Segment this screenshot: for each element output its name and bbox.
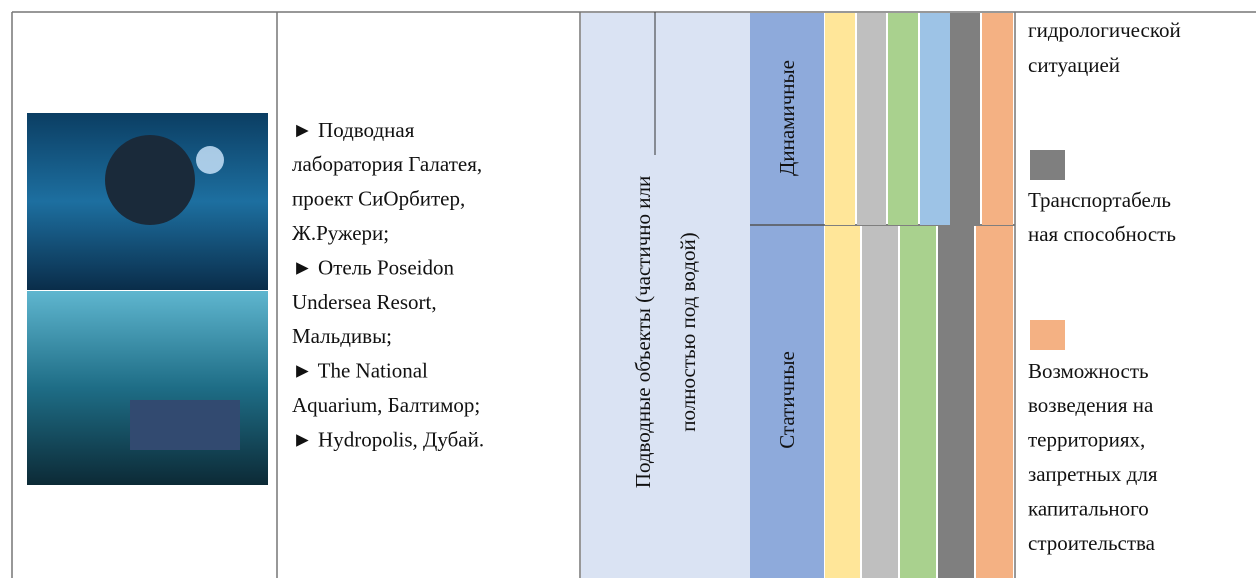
- texts: ► Подводная лаборатория Галатея, проект Си…: [292, 18, 1181, 555]
- photo-detail: [130, 400, 240, 450]
- legend-line: ная способность: [1028, 222, 1176, 246]
- strip: [982, 13, 1013, 225]
- category-line: полностью под водой): [676, 232, 700, 431]
- legend-swatch: [1030, 320, 1065, 350]
- legend-swatch: [1030, 150, 1065, 180]
- strip: [920, 13, 950, 225]
- strip: [857, 13, 886, 225]
- strip: [950, 13, 980, 225]
- category-cell: [581, 13, 750, 578]
- legend-line: гидрологической: [1028, 18, 1181, 42]
- object-line: Ж.Ружери;: [292, 221, 389, 245]
- photo-detail: [105, 135, 195, 225]
- subcategory: Динамичные: [775, 60, 799, 176]
- legend-line: капитального: [1028, 496, 1149, 520]
- strip: [862, 226, 898, 578]
- legend-line: Возможность: [1028, 359, 1149, 383]
- legend-line: Транспортабель: [1028, 188, 1171, 212]
- legend-line: запретных для: [1028, 462, 1158, 486]
- object-line: ► Hydropolis, Дубай.: [292, 427, 484, 451]
- photo-detail: [196, 146, 224, 174]
- legend-line: строительства: [1028, 531, 1156, 555]
- strip: [900, 226, 936, 578]
- strip: [976, 226, 1013, 578]
- object-line: Aquarium, Балтимор;: [292, 393, 480, 417]
- legend-line: возведения на: [1028, 393, 1154, 417]
- object-line: ► Подводная: [292, 118, 415, 142]
- strip: [825, 226, 860, 578]
- subcategory: Статичные: [775, 351, 799, 449]
- object-line: лаборатория Галатея,: [292, 152, 482, 176]
- legend-line: ситуацией: [1028, 53, 1120, 77]
- strip: [888, 13, 918, 225]
- strip: [938, 226, 974, 578]
- category-line: Подводные объекты (частично или: [631, 176, 655, 488]
- object-line: ► The National: [292, 359, 428, 383]
- object-line: проект СиОрбитер,: [292, 187, 465, 211]
- object-line: Undersea Resort,: [292, 290, 437, 314]
- strip: [825, 13, 855, 225]
- object-line: ► Отель Poseidon: [292, 255, 455, 279]
- object-line: Мальдивы;: [292, 324, 392, 348]
- photo-hotel: [27, 291, 268, 485]
- subcategory-cell: [750, 13, 824, 578]
- legend-line: территориях,: [1028, 428, 1145, 452]
